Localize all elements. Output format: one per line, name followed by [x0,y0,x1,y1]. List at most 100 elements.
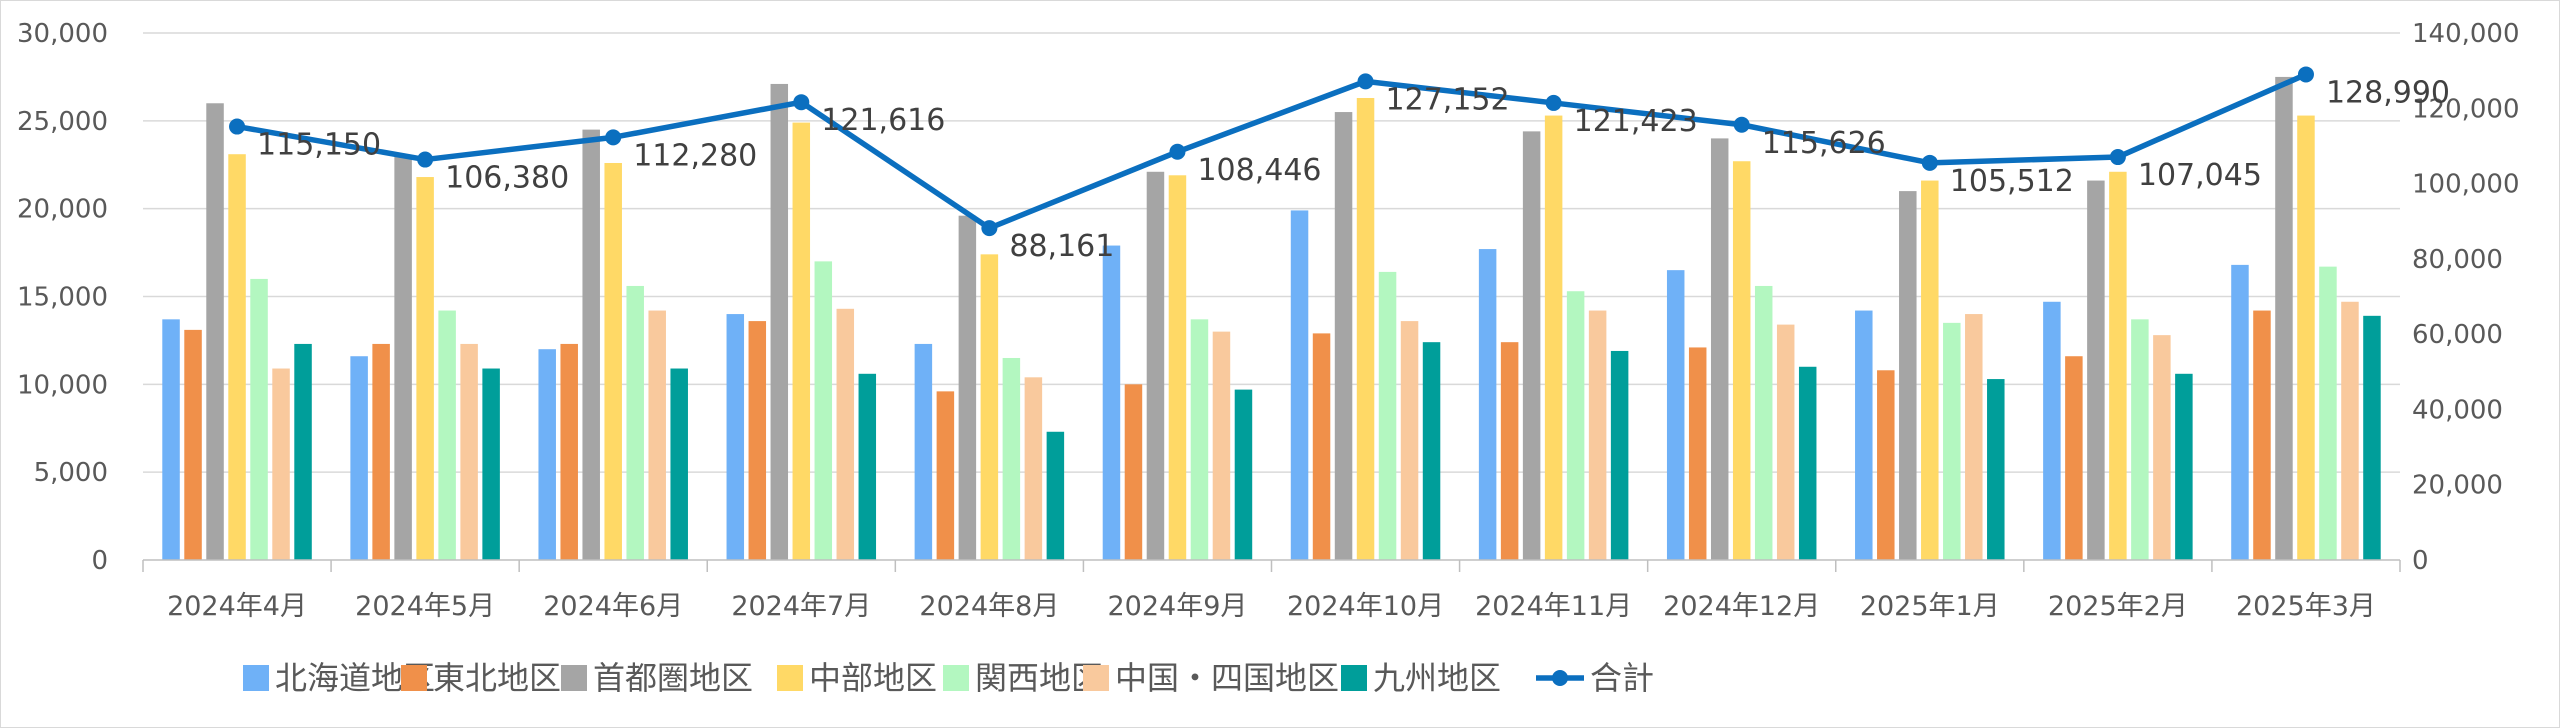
bar [1422,342,1441,560]
total-data-label: 107,045 [2138,158,2262,193]
bar [2231,264,2249,560]
total-point [1357,73,1374,90]
bar [372,343,390,560]
bar [560,343,578,560]
bar [2275,76,2293,561]
bar [250,278,268,560]
bar [2175,373,2193,560]
total-point [2297,66,2314,83]
y-left-tick-label: 30,000 [17,19,108,49]
bar [1666,270,1685,560]
x-category-label: 2025年2月 [2048,591,2188,622]
bar [958,215,977,560]
bar [1002,357,1021,560]
bar [936,391,955,560]
total-point [793,94,810,111]
y-left-tick-label: 15,000 [17,283,108,313]
legend-swatch [561,665,587,691]
bar [394,155,412,560]
bar-series [162,76,2381,561]
bar [1290,210,1309,560]
x-category-label: 2024年12月 [1663,591,1820,622]
bar [228,154,246,560]
bar [1754,285,1773,560]
bar [1921,180,1939,560]
total-point [1733,116,1750,133]
bar [604,162,622,560]
bar [1732,161,1751,560]
bar [626,285,644,560]
bar [2109,171,2127,560]
bar [858,373,877,560]
total-data-label: 108,446 [1197,153,1321,188]
bar [1102,245,1121,560]
y-left-tick-label: 10,000 [17,370,108,400]
bar [1566,291,1585,560]
bar [726,314,745,560]
bar [648,310,666,560]
bar [582,129,600,560]
bar [2363,315,2381,560]
bar [1522,131,1541,560]
total-data-label: 112,280 [633,138,757,173]
gridlines [143,32,2400,473]
bar [1798,366,1817,560]
bar [1899,191,1917,560]
total-data-label: 127,152 [1386,82,1510,117]
x-category-label: 2024年11月 [1475,591,1632,622]
bar [1478,249,1497,560]
bar [2341,301,2359,560]
legend-line-marker [1552,670,1568,686]
bar [272,368,290,560]
bar [1212,331,1231,560]
bar [1356,97,1375,560]
legend-swatch [777,665,803,691]
bar [2043,301,2061,560]
total-point [1169,143,1186,160]
x-category-label: 2024年10月 [1287,591,1444,622]
x-category-label: 2024年8月 [919,591,1059,622]
bar [670,368,688,560]
bar [1688,347,1707,560]
bar [162,319,180,560]
legend-label: 関西地区 [975,659,1103,697]
total-data-label: 121,423 [1574,104,1698,139]
bar [792,122,811,560]
legend-label: 中部地区 [809,659,937,697]
legend-swatch [243,665,269,691]
legend-swatch [943,665,969,691]
y-right-tick-label: 140,000 [2412,19,2520,49]
axes: 0 5,000 10,000 15,000 20,000 25,000 30,000 0 20,… [17,19,2520,622]
y-left-tick-label: 0 [91,546,108,576]
bar [538,349,556,560]
y-right-tick-label: 120,000 [2412,94,2520,124]
total-data-label: 106,380 [445,161,569,196]
bar [1710,138,1729,560]
bar [1987,379,2005,560]
total-data-label: 121,616 [821,103,945,138]
bar [1943,322,1961,560]
bar [2253,310,2271,560]
bar [1855,310,1873,560]
bar [1378,271,1397,560]
x-category-label: 2024年7月 [731,591,871,622]
legend-label: 東北地区 [433,659,561,697]
x-category-label: 2024年4月 [167,591,307,622]
total-point [417,151,434,168]
total-point [605,129,622,146]
total-data-label: 105,512 [1950,164,2074,199]
bar [2319,266,2337,560]
total-data-label: 88,161 [1009,229,1114,264]
total-data-label: 115,150 [257,128,381,163]
legend-swatch [1341,665,1367,691]
total-point [981,220,998,237]
legend-swatch [401,665,427,691]
bar [438,310,456,560]
bar [294,343,312,560]
x-category-label: 2024年5月 [355,591,495,622]
bar [2297,115,2315,561]
bar [1168,175,1187,561]
